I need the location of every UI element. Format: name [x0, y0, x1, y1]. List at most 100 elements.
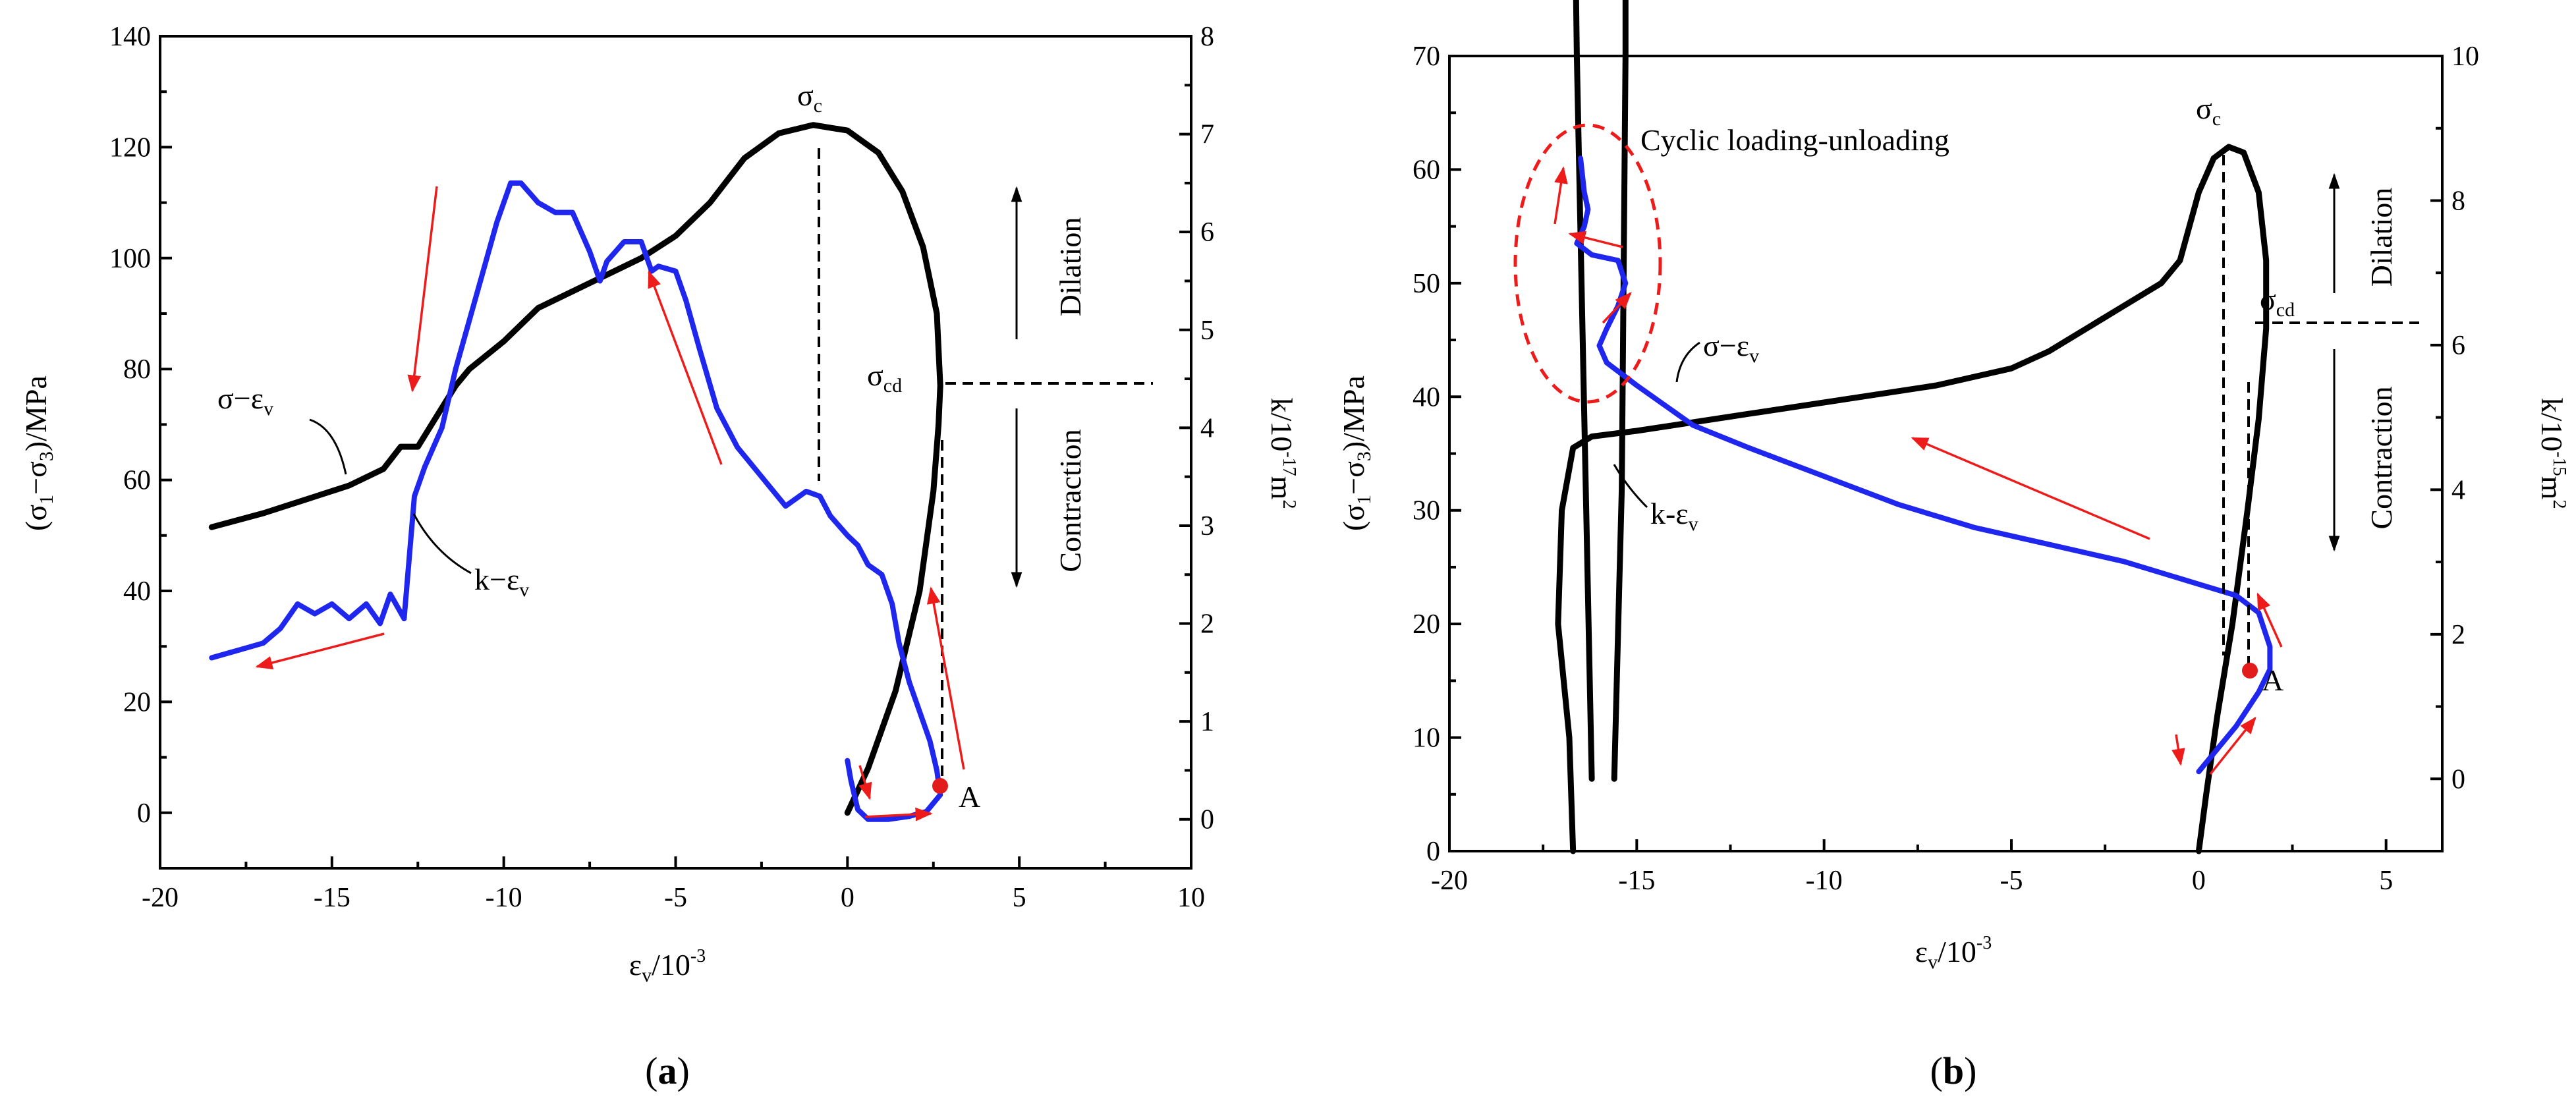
- y2-tick-label-3: 6: [2451, 331, 2465, 361]
- series-line-a-1: [209, 180, 943, 822]
- x-tick-label-1: -15: [314, 883, 350, 913]
- y-tick-label-7: 70: [1413, 42, 1440, 72]
- contraction-label-a: Contraction: [1053, 429, 1087, 572]
- x-axis-label-b: εv/10-3: [1915, 933, 1992, 973]
- arrow-b-2: [2256, 592, 2283, 648]
- marks-a: [208, 122, 943, 822]
- dilation-label-b: Dilation: [2365, 188, 2398, 287]
- ticks-b: [1448, 55, 2442, 852]
- series-label-k-a: k−εv: [474, 563, 529, 601]
- x-tick-label-3: -5: [664, 883, 687, 913]
- arrow-b-4: [2171, 734, 2185, 766]
- x-axis-label-a: εv/10-3: [629, 946, 706, 986]
- point-a-label-b: A: [2262, 663, 2283, 697]
- chart-panel-a: -20 -15 -10 -5 0 5 100204060801001201400123456…: [19, 22, 1299, 1092]
- x-tick-label-2: -10: [486, 883, 522, 913]
- arrow-a-3: [255, 632, 385, 670]
- y2-axis-label-b: k/10-15m2: [2535, 398, 2569, 509]
- y-tick-label-6: 60: [1413, 155, 1440, 185]
- arrow-a-2: [648, 270, 723, 465]
- series-label-k-b: k-εv: [1650, 497, 1698, 535]
- y-tick-label-7: 140: [109, 22, 151, 52]
- sigma-c-label-b: σc: [2196, 92, 2221, 130]
- direction-arrows-a: [255, 186, 965, 821]
- x-tick-label-4: 0: [841, 883, 854, 913]
- arrow-a-5: [864, 807, 933, 821]
- series-label-sigma-a: σ−εv: [217, 381, 273, 420]
- y-tick-label-1: 10: [1413, 723, 1440, 754]
- y2-tick-label-6: 6: [1200, 217, 1214, 248]
- contraction-label-b: Contraction: [2365, 386, 2398, 529]
- y-tick-label-3: 60: [123, 466, 151, 496]
- y2-tick-label-4: 8: [2451, 186, 2465, 216]
- sigma-cd-label-b: σcd: [2260, 283, 2295, 321]
- y-tick-label-1: 20: [123, 687, 151, 717]
- y2-tick-label-7: 7: [1200, 120, 1214, 150]
- series-label-sigma-b: σ−εv: [1703, 329, 1759, 367]
- y2-tick-label-2: 4: [2451, 475, 2465, 505]
- y2-tick-label-5: 10: [2451, 42, 2479, 72]
- y2-tick-label-1: 2: [2451, 620, 2465, 650]
- x-tick-label-1: -15: [1618, 866, 1655, 896]
- x-tick-label-5: 5: [2379, 866, 2393, 896]
- axes-frame-a: [159, 35, 1192, 870]
- series-leader-sigma-a: [309, 418, 347, 475]
- y2-tick-label-2: 2: [1200, 609, 1214, 640]
- arrow-b-1: [1911, 437, 2150, 540]
- arrow-a-1: [407, 186, 438, 393]
- point-a-marker-b: [2242, 663, 2258, 679]
- ticks-a: [159, 35, 1192, 868]
- dilation-label-a: Dilation: [1053, 217, 1087, 317]
- y-axis-label-b: (σ1−σ3)/MPa: [1337, 375, 1375, 531]
- arrow-a-6: [858, 765, 872, 800]
- series-leader-sigma-b: [1675, 341, 1700, 383]
- y2-tick-label-0: 0: [2451, 764, 2465, 794]
- y2-tick-label-4: 4: [1200, 413, 1214, 443]
- x-tick-label-0: -20: [1431, 866, 1468, 896]
- arrow-b-7: [1602, 292, 1632, 324]
- y-tick-label-3: 30: [1413, 496, 1440, 526]
- x-tick-label-5: 5: [1013, 883, 1026, 913]
- y-tick-label-4: 80: [123, 354, 151, 385]
- arrow-b-5: [1554, 166, 1568, 225]
- tick-labels-a: -20 -15 -10 -5 0 5 100204060801001201400123456…: [109, 22, 1214, 913]
- panel-label-a: (a): [645, 1049, 690, 1092]
- y-axis-label-a: (σ1−σ3)/MPa: [19, 375, 57, 531]
- sigma-cd-label-a: σcd: [867, 358, 902, 397]
- arrow-b-6: [1568, 231, 1623, 248]
- series-leader-k-a: [412, 513, 472, 574]
- y2-tick-label-1: 1: [1200, 707, 1214, 737]
- series-line-b-2: [1574, 155, 2273, 775]
- axes-frame-b: [1448, 55, 2444, 852]
- y-tick-label-4: 40: [1413, 382, 1440, 412]
- x-tick-label-6: 10: [1177, 883, 1205, 913]
- direction-arrows-b: [1554, 166, 2283, 775]
- x-tick-label-3: -5: [2000, 866, 2023, 896]
- y2-tick-label-0: 0: [1200, 805, 1214, 835]
- point-a-label-a: A: [959, 780, 980, 814]
- y-tick-label-0: 0: [137, 798, 151, 829]
- y2-tick-label-8: 8: [1200, 22, 1214, 52]
- panel-label-b: (b): [1930, 1049, 1977, 1092]
- y-tick-label-5: 100: [109, 244, 151, 274]
- sigma-c-label-a: σc: [797, 78, 822, 117]
- series-leader-k-b: [1613, 464, 1648, 509]
- series-line-b-1: [1573, 0, 1629, 782]
- y2-tick-label-3: 3: [1200, 511, 1214, 542]
- y-tick-label-5: 50: [1413, 269, 1440, 299]
- x-tick-label-0: -20: [142, 883, 179, 913]
- x-tick-label-2: -10: [1806, 866, 1843, 896]
- arrow-b-3: [2209, 716, 2256, 775]
- x-tick-label-4: 0: [2192, 866, 2206, 896]
- y-tick-label-6: 120: [109, 132, 151, 163]
- cyclic-ellipse-b: [1513, 123, 1662, 404]
- marks-b: [1555, 0, 2273, 854]
- cyclic-label-b: Cyclic loading-unloading: [1640, 123, 1949, 157]
- y-tick-label-0: 0: [1426, 837, 1440, 867]
- point-a-marker-a: [932, 778, 948, 794]
- y-tick-label-2: 40: [123, 576, 151, 607]
- y2-axis-label-a: k/10-17m2: [1265, 398, 1299, 509]
